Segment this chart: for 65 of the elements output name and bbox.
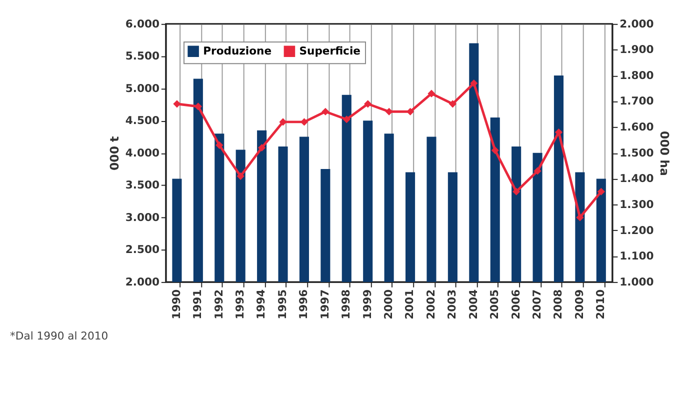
y-tick-label: 4.000 [125,146,160,160]
x-tick-label: 1990 [170,289,183,320]
x-tick-label: 1994 [254,289,268,320]
point [194,102,202,110]
point [428,90,436,98]
x-tick-label: 1992 [212,289,226,320]
point [576,214,584,222]
y2-tick-label: 1.100 [620,250,654,263]
x-tick-label: 1997 [318,289,332,320]
x-tick-label: 1998 [340,289,353,320]
point [322,108,330,116]
y-tick-label: 5.000 [125,82,160,95]
x-tick-label: 2002 [424,289,438,320]
y-tick-label: 3.500 [125,178,160,192]
x-tick-label: 2007 [530,289,544,320]
x-tick-label: 2010 [594,289,608,320]
y-tick-label: 3.000 [125,210,160,224]
point [258,144,266,152]
y2-tick-label: 1.000 [620,275,654,288]
x-tick-label: 2000 [382,289,396,320]
point [364,100,372,108]
y2-tick-label: 1.500 [620,146,654,160]
x-tick-label: 2009 [572,289,586,320]
y2-tick-label: 1.400 [620,172,654,186]
legend-label: Produzione [203,44,272,58]
y2-axis-title: 000 ha [658,130,672,176]
point [470,79,478,88]
y-tick-label: 6.000 [125,17,160,30]
x-tick-label: 2004 [466,289,480,320]
point [512,188,520,196]
legend-label: Superficie [299,44,360,58]
y2-tick-label: 1.200 [620,224,654,237]
x-tick-label: 1999 [360,289,374,320]
y2-tick-label: 2.000 [620,17,654,30]
point [448,100,456,108]
point [236,172,244,180]
y-tick-label: 5.500 [125,50,160,63]
y-tick-label: 4.500 [125,114,160,128]
point [173,100,181,108]
point [597,188,605,196]
y2-tick-label: 1.800 [620,68,654,82]
y2-tick-label: 1.900 [620,43,654,56]
point [279,118,287,126]
x-tick-label: 2008 [552,289,565,320]
x-tick-label: 2001 [403,289,416,320]
text: *Dal 1990 al 2010 [10,329,108,342]
y2-tick-label: 1.700 [620,94,654,108]
y2-tick-label: 1.300 [620,198,654,211]
x-tick-label: 2003 [446,289,459,320]
x-tick-label: 1996 [297,289,310,320]
x-tick-label: 1991 [191,289,204,320]
point [491,146,499,154]
point [342,116,350,124]
point [534,167,542,175]
point [554,128,563,136]
x-tick-label: 1993 [234,289,247,320]
y2-tick-label: 1.600 [620,120,654,134]
x-tick-label: 2005 [488,289,502,320]
x-tick-label: 1995 [276,289,289,320]
y-tick-label: 2.500 [125,243,160,256]
point [216,141,224,149]
y-tick-label: 2.000 [125,275,160,288]
x-tick-label: 2006 [509,289,522,320]
y-axis-title: 000 t [107,136,122,171]
point [385,108,393,116]
